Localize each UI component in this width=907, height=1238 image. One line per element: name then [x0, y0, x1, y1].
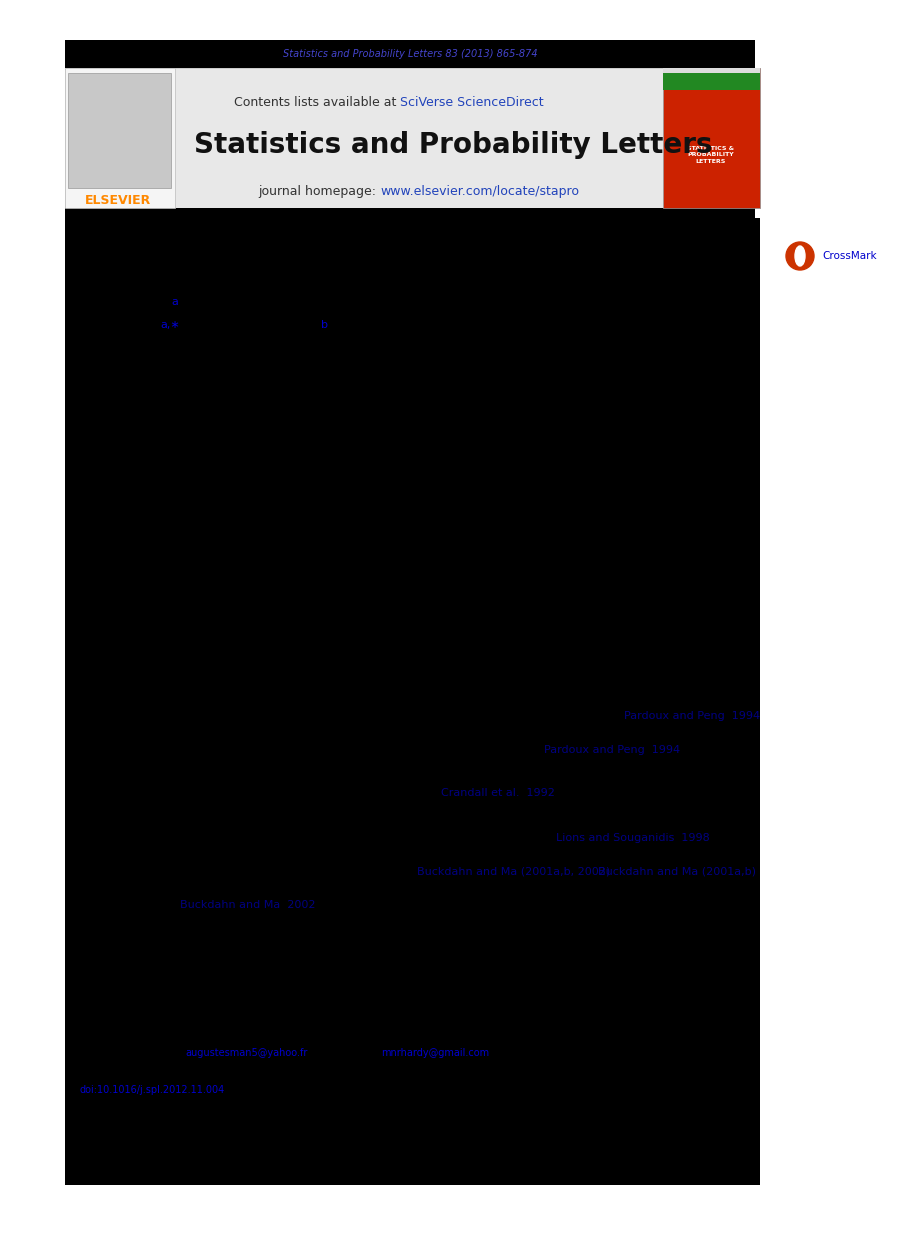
- Text: journal homepage:: journal homepage:: [258, 186, 380, 198]
- Text: STATISTICS &
PROBABILITY
LETTERS: STATISTICS & PROBABILITY LETTERS: [688, 146, 735, 163]
- Bar: [65, 40, 755, 68]
- Bar: [65, 68, 760, 208]
- Text: Pardoux and Peng  1994: Pardoux and Peng 1994: [624, 711, 760, 721]
- Bar: [65, 208, 755, 218]
- Text: Statistics and Probability Letters 83 (2013) 865-874: Statistics and Probability Letters 83 (2…: [283, 50, 537, 59]
- Ellipse shape: [795, 246, 805, 266]
- Text: a,∗: a,∗: [161, 319, 180, 331]
- Text: Crandall et al.  1992: Crandall et al. 1992: [441, 789, 555, 799]
- Circle shape: [782, 238, 818, 274]
- Text: ELSEVIER: ELSEVIER: [85, 193, 151, 207]
- Text: augustesman5@yahoo.fr: augustesman5@yahoo.fr: [186, 1049, 308, 1058]
- Text: Lions and Souganidis  1998: Lions and Souganidis 1998: [556, 833, 710, 843]
- Text: a: a: [171, 297, 179, 307]
- Text: CrossMark: CrossMark: [822, 251, 877, 261]
- Text: SciVerse ScienceDirect: SciVerse ScienceDirect: [400, 95, 543, 109]
- Text: doi:10.1016/j.spl.2012.11.004: doi:10.1016/j.spl.2012.11.004: [80, 1084, 225, 1094]
- Text: www.elsevier.com/locate/stapro: www.elsevier.com/locate/stapro: [380, 186, 579, 198]
- Bar: [68, 73, 171, 188]
- Text: Pardoux and Peng  1994: Pardoux and Peng 1994: [544, 745, 680, 755]
- Text: Buckdahn and Ma (2001a,b, 2002): Buckdahn and Ma (2001a,b, 2002): [416, 867, 610, 877]
- Circle shape: [786, 241, 814, 270]
- Bar: [663, 68, 760, 73]
- Text: b: b: [321, 319, 328, 331]
- Text: mnrhardy@gmail.com: mnrhardy@gmail.com: [381, 1049, 489, 1058]
- Bar: [663, 68, 760, 208]
- Bar: [65, 68, 175, 208]
- Text: Statistics and Probability Letters: Statistics and Probability Letters: [194, 131, 712, 158]
- Bar: [65, 218, 760, 1185]
- Text: Contents lists available at: Contents lists available at: [234, 95, 400, 109]
- Text: Buckdahn and Ma  2002: Buckdahn and Ma 2002: [180, 900, 315, 910]
- Bar: [663, 68, 760, 90]
- Text: Buckdahn and Ma (2001a,b): Buckdahn and Ma (2001a,b): [598, 867, 756, 877]
